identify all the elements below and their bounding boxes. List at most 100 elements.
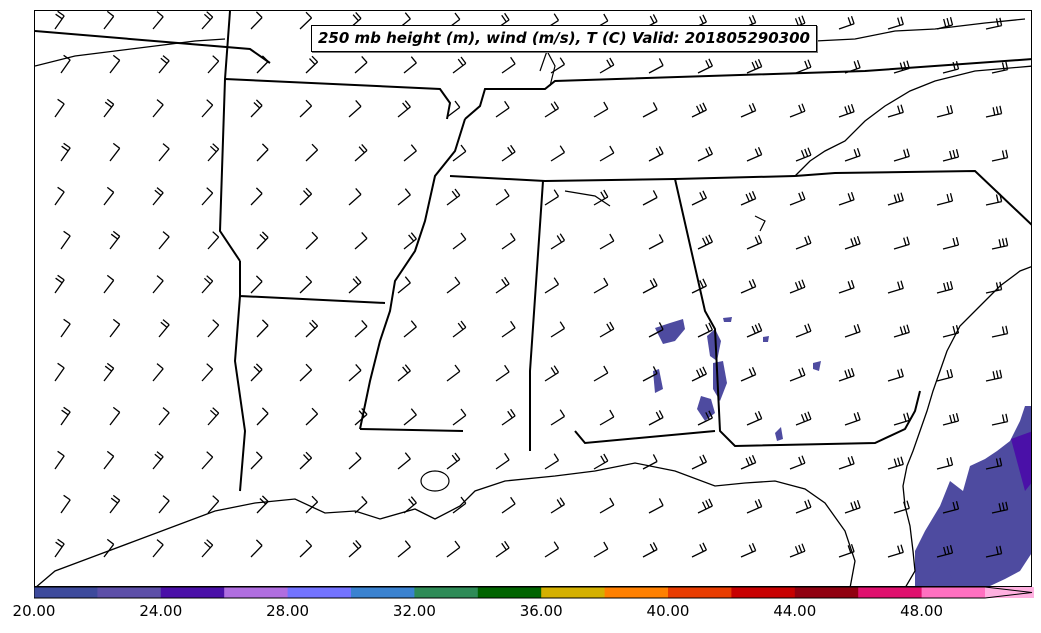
- wind-barb: [936, 281, 954, 294]
- wind-barb: [446, 540, 461, 558]
- wind-barb: [305, 231, 319, 250]
- wind-barb: [152, 11, 164, 30]
- wind-barb: [54, 186, 65, 206]
- wind-barb: [985, 281, 1003, 294]
- wind-barb: [795, 411, 812, 426]
- wind-barb: [250, 11, 263, 30]
- wind-barb: [893, 148, 910, 162]
- wind-barb: [795, 235, 812, 250]
- wind-barb: [550, 321, 566, 338]
- wind-barb: [887, 456, 904, 470]
- wind-barb: [501, 56, 516, 74]
- wind-barb: [348, 187, 362, 206]
- wind-barb: [936, 545, 954, 558]
- wind-barb: [593, 541, 609, 558]
- colorbar-segment: [858, 587, 923, 598]
- wind-barb: [697, 322, 713, 338]
- wind-barb: [887, 280, 904, 294]
- wind-barb: [648, 146, 664, 162]
- wind-barb: [501, 496, 516, 514]
- wind-barb: [201, 363, 214, 382]
- wind-barb: [544, 365, 560, 382]
- wind-barb: [501, 320, 516, 338]
- wind-barb: [697, 58, 713, 74]
- wind-barb: [103, 11, 115, 30]
- wind-barb: [795, 59, 812, 74]
- wind-barb: [691, 102, 707, 118]
- wind-barb: [691, 366, 707, 382]
- wind-barb: [256, 231, 269, 250]
- wind-barb: [642, 542, 658, 558]
- wind-barb: [942, 149, 960, 162]
- wind-barb: [397, 188, 411, 206]
- wind-barb: [544, 101, 560, 118]
- wind-barb: [838, 455, 855, 470]
- wind-barb: [942, 413, 960, 426]
- wind-barb: [109, 494, 121, 514]
- wind-barb: [544, 453, 560, 470]
- wind-barb: [838, 543, 855, 558]
- colorbar-tick-label: 20.00: [12, 602, 56, 620]
- wind-barb: [299, 99, 313, 118]
- wind-barb: [789, 367, 806, 382]
- colorbar-tick-label: 44.00: [773, 602, 817, 620]
- wind-barb: [152, 275, 164, 294]
- wind-barb: [746, 147, 763, 162]
- colorbar-segment: [287, 587, 352, 598]
- wind-barb: [746, 323, 763, 338]
- wind-barb: [942, 237, 960, 250]
- wind-barb: [207, 55, 220, 74]
- colorbar: [34, 587, 1034, 599]
- wind-barb: [642, 190, 658, 206]
- wind-barb: [403, 496, 417, 514]
- wind-barb: [795, 147, 812, 162]
- wind-barb: [60, 318, 71, 338]
- wind-barb: [599, 145, 615, 162]
- wind-barb: [550, 409, 566, 426]
- wind-barb: [201, 11, 214, 30]
- wind-barb: [942, 501, 960, 514]
- wind-barb: [158, 55, 170, 74]
- wind-barb: [642, 278, 658, 294]
- wind-barb: [985, 17, 1003, 30]
- colorbar-tick-label: 32.00: [392, 602, 436, 620]
- wind-barb: [299, 451, 313, 470]
- wind-barb: [599, 409, 615, 426]
- wind-barb: [158, 319, 170, 338]
- wind-barb: [299, 187, 313, 206]
- wind-barb: [201, 539, 214, 558]
- wind-barb: [397, 276, 411, 294]
- wind-barb: [844, 147, 861, 162]
- wind-barb: [795, 323, 812, 338]
- wind-barb: [593, 453, 609, 470]
- wind-barbs: [54, 11, 1009, 558]
- wind-barb: [54, 11, 65, 30]
- wind-barb: [354, 319, 368, 338]
- wind-barb: [838, 15, 855, 30]
- wind-barb: [746, 499, 763, 514]
- wind-barb: [354, 143, 368, 162]
- wind-barb: [103, 362, 115, 382]
- wind-barb: [495, 276, 510, 294]
- wind-barb: [158, 495, 170, 514]
- wind-barb: [648, 498, 664, 514]
- wind-barb: [550, 145, 566, 162]
- wind-barb: [985, 545, 1003, 558]
- wind-barb: [201, 99, 214, 118]
- wind-barb: [158, 407, 170, 426]
- wind-barb: [495, 364, 510, 382]
- wind-barb: [452, 320, 467, 338]
- wind-barb: [991, 413, 1009, 426]
- wind-barb: [152, 539, 164, 558]
- colorbar-tick-label: 48.00: [900, 602, 944, 620]
- wind-barb: [60, 142, 71, 162]
- wind-barb: [887, 368, 904, 382]
- wind-barb: [599, 497, 615, 514]
- wind-barb: [256, 319, 269, 338]
- wind-barb: [746, 235, 763, 250]
- wind-barb: [256, 143, 269, 162]
- wind-barb: [60, 406, 71, 426]
- wind-barb: [256, 495, 269, 514]
- wind-barb: [250, 187, 263, 206]
- wind-barb: [446, 276, 461, 294]
